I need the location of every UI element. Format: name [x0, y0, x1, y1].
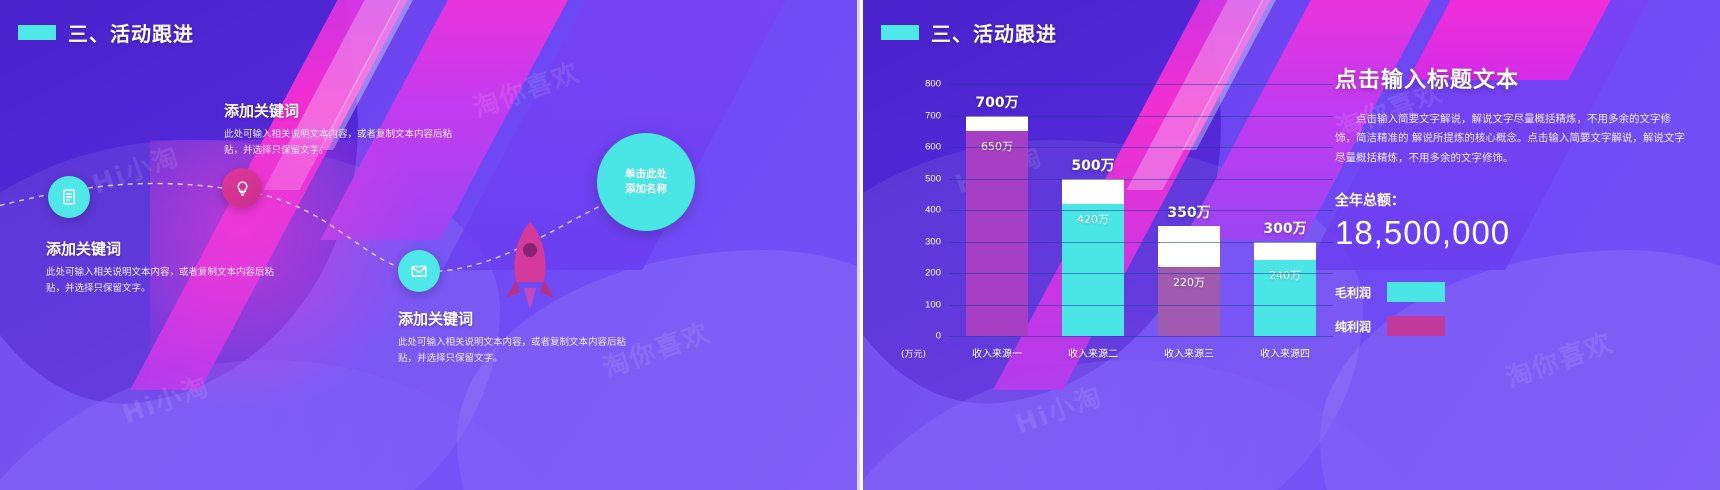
chart-gridline — [949, 115, 1333, 117]
chart-gridline — [949, 210, 1333, 211]
bar-chart: 650万 700万 420万 500万 220万 350万 240万 300万 0 100 200… — [891, 70, 1341, 370]
chart-plot-area: 650万 700万 420万 500万 220万 350万 240万 300万 0 100 200… — [925, 79, 1333, 342]
chart-y-tick: 300 — [925, 236, 941, 247]
slide-right: Hi小淘 淘你喜欢 Hi小淘 淘你喜欢 三、活动跟进 650万700万420万5… — [860, 0, 1720, 490]
bar-filled: 220万 — [1158, 266, 1220, 336]
chart-x-axis-labels: 收入来源一 收入来源二 收入来源三 收入来源四 — [949, 345, 1333, 360]
lightbulb-icon[interactable] — [222, 168, 262, 208]
legend-swatch — [1387, 282, 1445, 303]
bar-filled: 420万 — [1062, 203, 1124, 336]
circle-line-1: 单击此处 — [625, 167, 667, 180]
title-text: 三、活动跟进 — [68, 22, 194, 46]
block-body: 此处可输入相关说明文本内容，或者复制文本内容后粘贴，并选择只保留文字。 — [398, 337, 627, 364]
chart-gridline — [949, 84, 1333, 85]
bar-total-label: 500万 — [1071, 157, 1115, 174]
x-axis-label: 收入来源一 — [972, 349, 1022, 360]
legend-label: 纯利润 — [1335, 319, 1372, 334]
add-name-circle[interactable]: 单击此处 添加名称 — [597, 133, 695, 231]
bar-value-label: 240万 — [1269, 269, 1301, 283]
chart-y-tick: 0 — [935, 330, 941, 342]
text-block-3: 添加关键词 此处可输入相关说明文本内容，或者复制文本内容后粘贴，并选择只保留文字… — [398, 308, 628, 366]
chart-bars: 650万 700万 420万 500万 220万 350万 240万 300万 — [949, 84, 1333, 336]
chart-y-tick: 700 — [925, 110, 941, 121]
bar-value-label: 420万 — [1077, 212, 1109, 226]
legend-row: 毛利润 — [1335, 282, 1691, 303]
chart-gridline — [949, 147, 1333, 148]
bar-total: 420万 — [1062, 178, 1124, 336]
title-accent-bar — [881, 25, 919, 40]
bar-column: 650万 700万 — [966, 84, 1028, 336]
chart-y-tick: 200 — [925, 267, 941, 279]
block-heading: 添加关键词 — [398, 310, 474, 328]
legend-row: 纯利润 — [1335, 316, 1691, 337]
chart-y-tick: 500 — [925, 173, 941, 184]
bar-filled: 240万 — [1254, 260, 1316, 336]
bar-total: 650万 — [966, 115, 1028, 336]
legend-label: 毛利润 — [1335, 285, 1372, 300]
chart-y-tick: 400 — [925, 204, 941, 216]
bar-total: 220万 — [1158, 225, 1220, 336]
slide-title: 三、活动跟进 — [18, 18, 194, 47]
bar-column: 420万 500万 — [1062, 84, 1124, 336]
bar-total-label: 700万 — [975, 94, 1019, 111]
chart-legend: 毛利润 纯利润 — [1335, 282, 1691, 337]
x-axis-label: 收入来源四 — [1260, 349, 1310, 360]
slide-left: Hi小淘 淘你喜欢 Hi小淘 淘你喜欢 三、活动跟进 — [0, 0, 860, 490]
document-icon[interactable] — [48, 176, 90, 218]
circle-line-2: 添加名称 — [625, 183, 667, 195]
title-accent-bar — [18, 25, 56, 40]
block-body: 此处可输入相关说明文本内容，或者复制文本内容后粘贴，并选择只保留文字。 — [46, 267, 275, 294]
bar-total: 240万 — [1254, 241, 1316, 336]
text-block-2: 添加关键词 此处可输入相关说明文本内容，或者复制文本内容后粘贴，并选择只保留文字… — [46, 238, 276, 296]
chart-y-tick: 800 — [925, 78, 941, 90]
chart-gridline — [949, 336, 1333, 337]
slide-title: 三、活动跟进 — [881, 18, 1057, 47]
bar-filled: 650万 — [966, 131, 1028, 336]
panel-body: 点击输入简要文字解说，解说文字尽量概括精炼，不用多余的文字修饰，简洁精准的 解说… — [1335, 113, 1685, 164]
mail-icon[interactable] — [398, 250, 440, 292]
title-text: 三、活动跟进 — [931, 22, 1057, 46]
bar-total-label: 300万 — [1263, 220, 1307, 237]
chart-gridline — [949, 273, 1333, 274]
bar-value-label: 220万 — [1173, 275, 1205, 289]
x-axis-label: 收入来源三 — [1164, 349, 1214, 360]
chart-gridline — [949, 241, 1333, 243]
chart-gridline — [949, 178, 1333, 180]
rocket-icon — [500, 218, 560, 318]
chart-gridline — [949, 304, 1333, 306]
timeline-graphic: 单击此处 添加名称 — [0, 0, 857, 490]
bar-column: 220万 350万 — [1158, 84, 1220, 336]
x-axis-label: 收入来源二 — [1068, 349, 1118, 360]
legend-swatch — [1387, 316, 1445, 337]
panel-title: 点击输入标题文本 — [1335, 68, 1520, 93]
text-block-1: 添加关键词 此处可输入相关说明文本内容，或者复制文本内容后粘贴，并选择只保留文字… — [224, 100, 454, 158]
bar-column: 240万 300万 — [1254, 84, 1316, 336]
block-body: 此处可输入相关说明文本内容，或者复制文本内容后粘贴，并选择只保留文字。 — [224, 129, 453, 156]
chart-unit-label: (万元) — [901, 350, 927, 360]
block-heading: 添加关键词 — [224, 102, 300, 120]
chart-y-tick: 100 — [925, 299, 941, 310]
block-heading: 添加关键词 — [46, 240, 122, 258]
bar-total-label: 350万 — [1167, 204, 1211, 221]
info-panel: 点击输入标题文本 点击输入简要文字解说，解说文字尽量概括精炼，不用多余的文字修饰… — [1335, 62, 1691, 350]
total-label: 全年总额： — [1335, 193, 1405, 210]
bar-value-label: 650万 — [981, 140, 1013, 154]
chart-y-tick: 600 — [925, 141, 941, 153]
total-value: 18,500,000 — [1335, 214, 1511, 252]
